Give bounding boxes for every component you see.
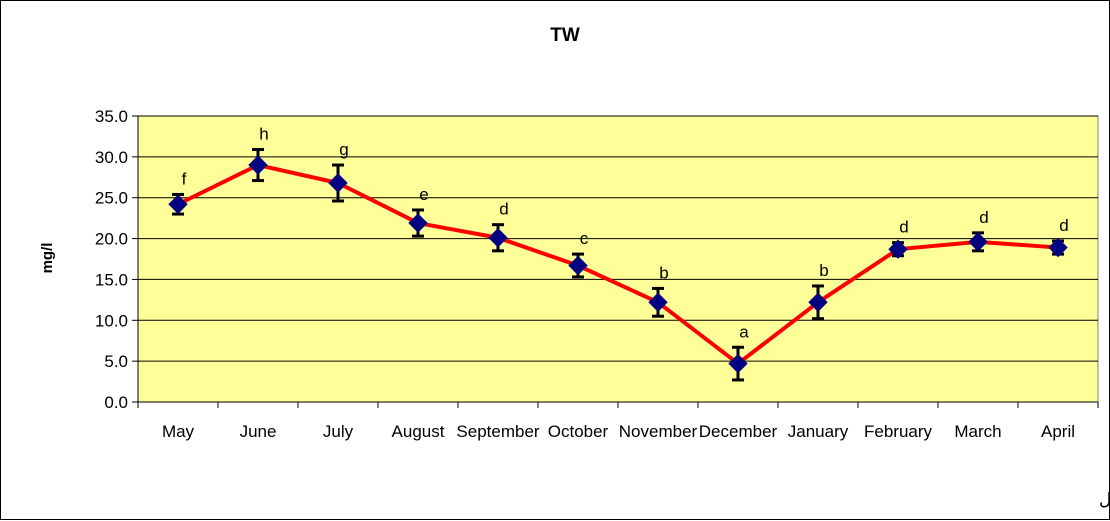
axes	[137, 116, 1099, 408]
significance-label: f	[182, 169, 187, 188]
y-tick-labels: 0.0 5.0 10.0 15.0 20.0 25.0 30.0 35.0	[95, 107, 128, 412]
data-point	[568, 255, 588, 276]
x-tick-label: May	[162, 422, 195, 441]
x-tick-label: August	[392, 422, 445, 441]
x-tick-label: June	[240, 422, 277, 441]
y-tick-label: 5.0	[104, 352, 128, 371]
y-tick-label: 15.0	[95, 270, 128, 289]
significance-labels: f h g e d c b a b d d d	[182, 125, 1069, 342]
significance-label: a	[739, 322, 749, 341]
x-tick-label: January	[788, 422, 849, 441]
x-tick-label: November	[619, 422, 698, 441]
data-point	[808, 292, 828, 313]
significance-label: d	[499, 200, 508, 219]
data-point	[328, 173, 348, 193]
y-tick-label: 35.0	[95, 107, 128, 126]
x-tick-label: July	[323, 422, 354, 441]
data-point	[968, 232, 988, 252]
x-tick-label: October	[548, 422, 609, 441]
data-point	[408, 213, 428, 233]
y-tick-label: 0.0	[104, 393, 128, 412]
y-tick-label: 30.0	[95, 148, 128, 167]
plot-area	[137, 115, 1099, 403]
y-tick-label: 20.0	[95, 230, 128, 249]
data-point	[488, 228, 508, 248]
significance-label: h	[259, 125, 268, 144]
x-tick-label: February	[864, 422, 933, 441]
significance-label: d	[1059, 216, 1068, 235]
y-tick-label: 10.0	[95, 311, 128, 330]
y-tick-label: 25.0	[95, 189, 128, 208]
data-point	[728, 353, 748, 374]
data-point	[648, 292, 668, 313]
significance-label: d	[899, 218, 908, 237]
significance-label: b	[819, 261, 828, 280]
chart-title: TW	[550, 25, 580, 46]
gridlines	[132, 115, 1098, 403]
x-tick-label: September	[456, 422, 539, 441]
significance-label: g	[339, 140, 348, 159]
significance-label: d	[979, 208, 988, 227]
x-tick-label: March	[954, 422, 1001, 441]
x-axis-title: ماههای سال	[1099, 490, 1110, 510]
x-tick-labels: May June July August September October Novembe…	[162, 422, 1075, 441]
data-point	[1048, 237, 1068, 258]
x-tick-label: December	[699, 422, 778, 441]
y-axis-title: mg/l	[39, 243, 56, 274]
x-tick-label: April	[1041, 422, 1075, 441]
series-line	[177, 163, 1059, 366]
data-point	[248, 155, 268, 175]
data-point	[168, 194, 188, 214]
significance-label: b	[659, 263, 668, 282]
significance-label: e	[419, 185, 428, 204]
series	[168, 148, 1068, 382]
data-point	[888, 239, 908, 259]
significance-label: c	[580, 229, 589, 248]
